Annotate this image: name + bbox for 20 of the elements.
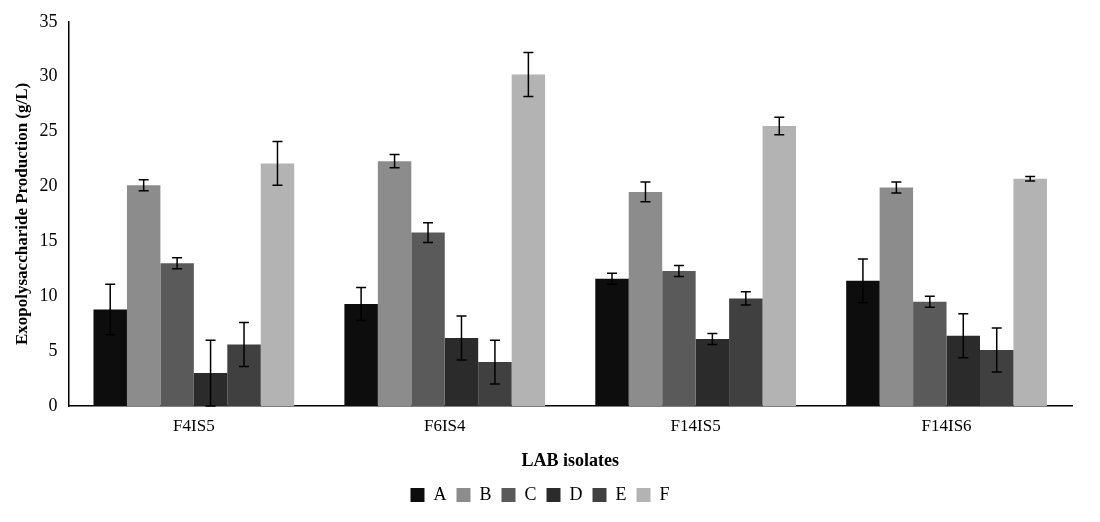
y-tick-label: 5	[48, 339, 58, 360]
x-tick-label: F4IS5	[173, 415, 215, 435]
y-tick-label: 30	[39, 65, 58, 86]
legend-label: E	[615, 483, 627, 504]
legend-label: C	[524, 483, 537, 504]
y-axis-title: Exopolysaccharide Production (g/L)	[11, 82, 31, 346]
legend-label: A	[433, 483, 447, 504]
x-tick-label: F6IS4	[423, 415, 467, 435]
legend-label: B	[479, 483, 492, 504]
y-tick-label: 20	[39, 175, 58, 196]
y-tick-label: 10	[39, 284, 58, 305]
legend-label: D	[569, 483, 583, 504]
legend-label: F	[659, 483, 670, 504]
y-tick-label: 35	[39, 10, 58, 31]
y-tick-label: 25	[39, 120, 58, 141]
x-tick-label: F14IS5	[670, 415, 721, 435]
y-tick-label: 15	[39, 230, 58, 251]
x-axis-title: LAB isolates	[521, 449, 619, 470]
y-tick-label: 0	[48, 394, 58, 415]
x-tick-label: F14IS6	[921, 415, 972, 435]
